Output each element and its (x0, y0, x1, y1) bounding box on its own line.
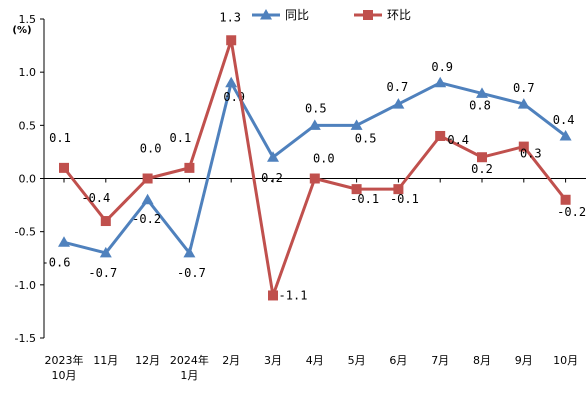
legend: 同比 环比 (252, 8, 411, 22)
data-label: -0.6 (42, 255, 71, 269)
data-point-marker (477, 152, 487, 163)
y-tick-label: 0.0 (19, 173, 37, 186)
y-tick-label: 0.5 (19, 119, 37, 132)
y-axis-unit: (%) (12, 25, 31, 36)
x-tick-label: 6月 (389, 354, 407, 367)
x-axis: 2023年 10月 11月 12月 2024年 1月 2月 3月 4月 5月 6月 7月 8月 9月 10月 (44, 178, 586, 382)
data-label: 0.8 (469, 98, 491, 112)
data-label: -0.7 (177, 266, 206, 280)
data-point-marker (99, 246, 112, 258)
y-axis: (%)1.5 1.0 0.5 0.0 -0.5 -1.0 -1.5 (12, 13, 45, 345)
data-label: -0.7 (88, 266, 117, 280)
series-mom: 0.1 -0.4 0.0 0.1 1.3 -1.1 0.0 -0.1 -0.1 0.4 0.2 0.3… (49, 10, 586, 302)
x-tick-label: 4月 (306, 354, 324, 367)
data-label: 0.2 (471, 162, 493, 176)
data-label: 0.2 (261, 171, 283, 185)
data-point-marker (267, 151, 279, 162)
data-label: 0.4 (553, 113, 575, 127)
data-point-marker (58, 236, 70, 247)
x-tick-label: 7月 (431, 354, 449, 367)
legend-label: 环比 (387, 8, 411, 22)
data-point-marker (560, 194, 571, 205)
data-label: -0.1 (350, 192, 379, 206)
series-yoy: -0.6-0.7-0.2-0.70.90.20.50.50.70.90.80.7… (42, 60, 575, 280)
y-tick-label: -1.0 (15, 279, 36, 292)
data-label: 0.0 (140, 142, 162, 156)
data-label: -0.2 (557, 205, 586, 219)
data-label: 0.1 (49, 131, 71, 145)
data-point-marker (393, 184, 404, 195)
data-label: -0.4 (81, 191, 110, 205)
x-tick-label: 12月 (135, 354, 160, 367)
data-point-marker (434, 76, 447, 88)
data-point-marker (351, 184, 362, 195)
data-point-marker (518, 141, 529, 152)
legend-item-yoy: 同比 (252, 8, 309, 22)
data-point-marker (309, 173, 320, 184)
data-label: 1.3 (219, 10, 241, 24)
x-tick-label: 2024年 1月 (170, 353, 209, 382)
data-label: 0.1 (170, 131, 192, 145)
data-point-marker (142, 173, 153, 184)
data-point-marker (226, 35, 237, 46)
data-point-marker (435, 130, 446, 141)
legend-item-mom: 环比 (354, 8, 411, 22)
data-point-marker (476, 87, 488, 98)
data-label: 0.7 (513, 81, 535, 95)
x-tick-label: 9月 (515, 354, 533, 367)
data-label: 0.7 (387, 80, 409, 94)
y-tick-label: -1.5 (15, 332, 36, 345)
x-tick-label: 3月 (264, 354, 282, 367)
data-label: 0.4 (447, 133, 469, 147)
data-point-marker (141, 193, 154, 205)
data-point-marker (100, 216, 111, 227)
data-label: 0.0 (313, 152, 335, 166)
x-tick-label: 2023年 10月 (45, 353, 84, 382)
data-point-marker (225, 76, 238, 88)
data-point-marker (517, 98, 530, 109)
y-tick-label: 1.0 (19, 66, 37, 79)
series-layer: -0.6-0.7-0.2-0.70.90.20.50.50.70.90.80.7… (42, 10, 587, 302)
data-label: 0.5 (355, 131, 377, 145)
legend-label: 同比 (285, 8, 309, 22)
legend-marker (363, 10, 373, 20)
data-point-marker (183, 246, 196, 258)
x-tick-label: 2月 (222, 354, 240, 367)
data-point-marker (308, 119, 321, 130)
y-tick-label: -0.5 (15, 226, 36, 239)
data-label: 0.9 (431, 60, 453, 74)
data-label: -1.1 (279, 288, 308, 302)
y-tick-label: 1.5 (19, 13, 37, 26)
x-tick-label: 5月 (348, 354, 366, 367)
x-tick-label: 8月 (473, 354, 491, 367)
data-point-marker (184, 162, 195, 173)
data-label: 0.5 (305, 101, 327, 115)
data-label: 0.3 (520, 147, 542, 161)
data-point-marker (559, 129, 572, 141)
x-tick-label: 10月 (553, 354, 578, 367)
data-label: -0.2 (132, 212, 161, 226)
data-point-marker (392, 98, 405, 109)
data-point-marker (268, 290, 278, 301)
x-tick-label: 11月 (93, 354, 118, 367)
data-label: -0.1 (390, 192, 419, 206)
data-point-marker (59, 162, 69, 173)
data-point-marker (350, 119, 363, 130)
legend-marker (260, 9, 272, 20)
